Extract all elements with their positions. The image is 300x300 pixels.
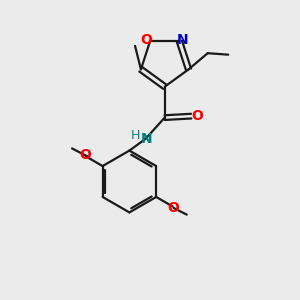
- Text: O: O: [191, 109, 203, 123]
- Text: N: N: [141, 132, 153, 146]
- Text: O: O: [140, 33, 152, 47]
- Text: O: O: [167, 201, 179, 215]
- Text: H: H: [130, 129, 140, 142]
- Text: O: O: [80, 148, 92, 162]
- Text: N: N: [177, 33, 189, 47]
